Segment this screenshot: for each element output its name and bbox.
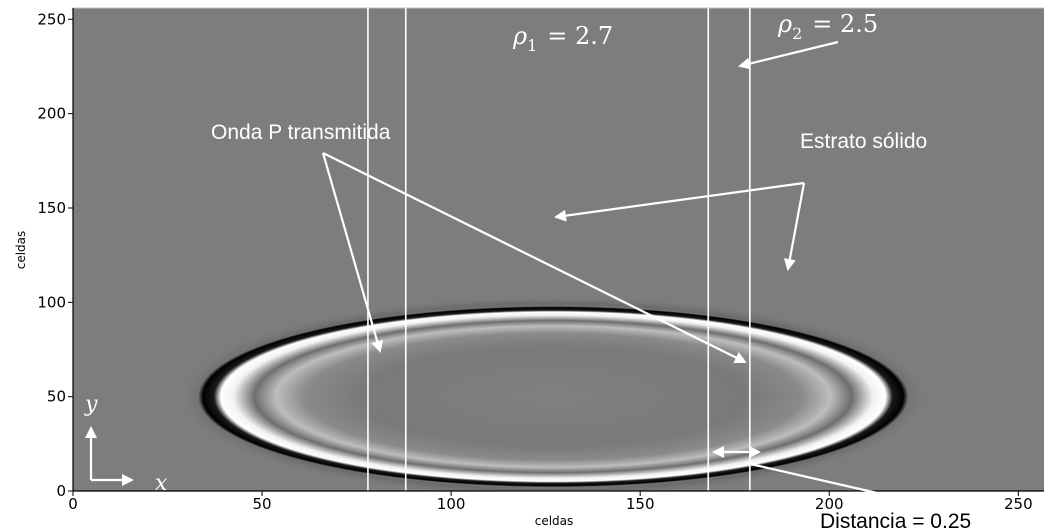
y-tick-label: 100 <box>37 293 66 311</box>
rho1-label: ρ1 = 2.7 <box>512 22 613 55</box>
arrow-transmitted-right <box>322 152 747 363</box>
arrow-distance <box>745 461 936 510</box>
y-ticks: 0 50 100 150 200 250 <box>37 10 73 500</box>
y-axis-label: celdas <box>14 231 28 270</box>
y-tick-label: 250 <box>37 10 66 28</box>
y-tick-label: 50 <box>47 388 66 406</box>
x-ticks: 0 50 100 150 200 250 <box>68 491 1033 513</box>
rho2-value: = 2.5 <box>812 10 878 38</box>
arrow-transmitted-left <box>321 152 383 353</box>
layer-boundaries <box>367 8 751 491</box>
rho1-symbol: ρ <box>512 22 527 50</box>
solid-stratum-label: Estrato sólido <box>800 130 927 153</box>
x-tick-label: 250 <box>1004 495 1033 513</box>
axis-indicator-x-label: x <box>155 471 168 496</box>
arrow-stratum-right <box>783 182 806 271</box>
x-axis-label: celdas <box>535 514 574 528</box>
x-tick-label: 50 <box>253 495 272 513</box>
rho2-subscript: 2 <box>792 24 802 43</box>
arrow-stratum-left <box>554 181 805 222</box>
annotation-arrows <box>321 40 936 510</box>
rho2-label: ρ2 = 2.5 <box>777 10 878 43</box>
x-tick-label: 0 <box>68 495 78 513</box>
arrow-rho2 <box>738 40 839 70</box>
x-tick-label: 150 <box>626 495 655 513</box>
wavefront-group <box>176 295 930 491</box>
axis-indicator <box>85 426 134 486</box>
axis-indicator-y-label: y <box>84 392 98 417</box>
wavefront-ellipse <box>197 306 909 488</box>
y-tick-label: 0 <box>56 482 66 500</box>
rho1-value: = 2.7 <box>547 22 613 50</box>
rho1-subscript: 1 <box>527 36 537 55</box>
x-tick-label: 200 <box>815 495 844 513</box>
y-tick-label: 200 <box>37 105 66 123</box>
rho2-symbol: ρ <box>777 10 792 38</box>
transmitted-wave-label: Onda P transmitida <box>211 121 391 144</box>
distance-label: Distancia = 0.25 <box>820 510 971 532</box>
x-tick-label: 100 <box>437 495 466 513</box>
y-tick-label: 150 <box>37 199 66 217</box>
